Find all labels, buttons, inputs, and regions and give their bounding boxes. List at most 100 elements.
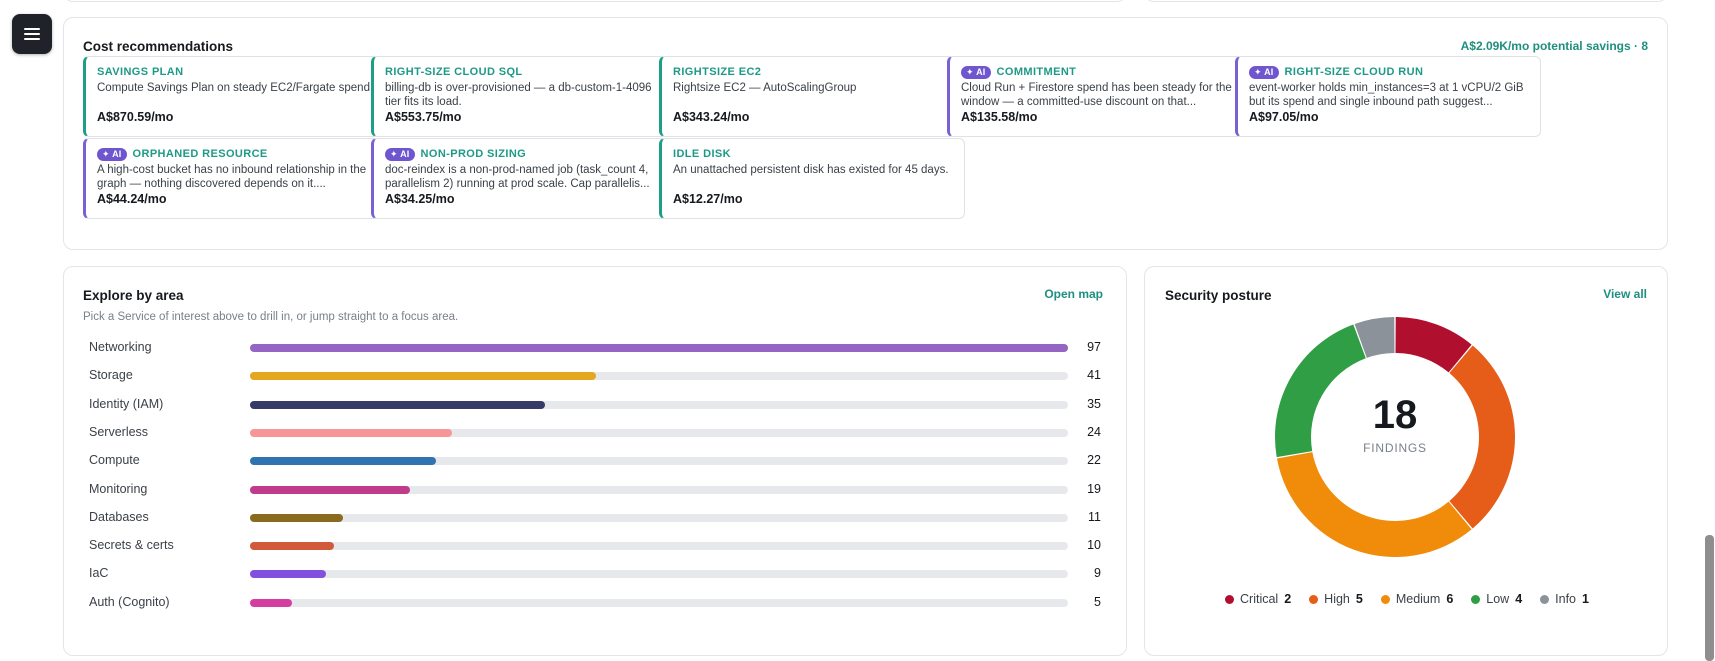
area-bar-track [250,485,1068,494]
recommendation-header: ✦ AI COMMITMENT [961,65,1242,79]
area-bar [250,542,335,551]
legend-dot [1225,594,1235,604]
recommendation-description: billing-db is over-provisioned — a db-cu… [385,82,652,108]
recommendation-type: IDLE DISK [673,148,731,160]
area-row[interactable]: Monitoring 19 [83,480,1103,500]
recommendation-card[interactable]: SAVINGS PLAN Compute Savings Plan on stea… [83,56,389,137]
recommendation-type: RIGHT-SIZE CLOUD SQL [385,66,523,78]
area-row[interactable]: Networking 97 [83,338,1103,358]
recommendation-card[interactable]: RIGHT-SIZE CLOUD SQL billing-db is over-p… [371,56,677,137]
findings-donut-chart [1275,317,1515,557]
legend-item-info[interactable]: Info 1 [1540,592,1589,606]
legend-dot [1471,594,1481,604]
area-label: IaC [89,566,109,581]
recommendation-savings: A$44.24/mo [97,192,167,206]
recommendation-card[interactable]: ✦ AI NON-PROD SIZING doc-reindex is a non-… [371,138,677,219]
recommendation-card[interactable]: ✦ AI RIGHT-SIZE CLOUD RUN event-worker hol… [1235,56,1541,137]
legend-item-critical[interactable]: Critical 2 [1225,592,1291,606]
recommendation-description: event-worker holds min_instances=3 at 1 … [1249,82,1524,108]
area-bar-track [250,542,1068,551]
area-bar-track [250,344,1068,352]
recommendation-savings: A$553.75/mo [385,110,462,124]
area-row[interactable]: Secrets & certs 10 [83,536,1103,556]
recommendation-header: ✦ AI NON-PROD SIZING [385,147,666,161]
area-bar [250,485,411,494]
legend-count: 6 [1446,592,1454,606]
recommendation-type: COMMITMENT [996,66,1077,78]
recommendation-header: RIGHTSIZE EC2 [673,65,954,79]
recommendation-description: An unattached persistent disk has existe… [673,164,949,176]
recommendation-type: NON-PROD SIZING [420,148,527,160]
legend-dot [1380,594,1390,604]
donut-segment-low[interactable] [1275,324,1366,458]
open-map-link[interactable]: Open map [1044,287,1103,301]
legend-label: High [1324,592,1350,606]
donut-segment-medium[interactable] [1276,452,1472,557]
donut-segment-critical[interactable] [1395,317,1472,373]
area-bar [250,457,436,466]
recommendation-card[interactable]: ✦ AI COMMITMENT Cloud Run + Firestore spen… [947,56,1253,137]
area-row[interactable]: Serverless 24 [83,423,1103,443]
area-count: 5 [1094,594,1101,609]
menu-button[interactable] [12,14,52,54]
recommendation-description: A high-cost bucket has no inbound relati… [97,164,367,190]
donut-segment-info[interactable] [1354,317,1395,358]
recommendation-savings: A$12.27/mo [673,192,743,206]
recommendation-header: ✦ AI RIGHT-SIZE CLOUD RUN [1249,65,1530,79]
cost-recommendations-title: Cost recommendations [83,39,234,54]
ai-badge: ✦ AI [385,147,415,161]
area-bar [250,400,546,409]
area-bar-track [250,428,1068,437]
area-bar [250,344,1068,352]
area-count: 10 [1087,538,1101,553]
area-row[interactable]: Auth (Cognito) 5 [83,593,1103,613]
area-bar-track [250,598,1068,607]
area-count: 35 [1087,396,1101,411]
findings-caption: FINDINGS [1363,441,1427,455]
area-count: 11 [1088,509,1101,524]
explore-title: Explore by area [83,288,184,303]
area-bar [250,372,596,381]
recommendation-description: Compute Savings Plan on steady EC2/Farga… [97,82,370,94]
legend-label: Critical [1240,592,1279,606]
recommendation-card[interactable]: RIGHTSIZE EC2 Rightsize EC2 — AutoScaling… [659,56,965,137]
potential-savings-summary: A$2.09K/mo potential savings · 8 [1460,39,1648,53]
recommendation-savings: A$870.59/mo [97,110,174,124]
area-label: Networking [89,340,152,354]
legend-item-low[interactable]: Low 4 [1471,592,1522,606]
recommendation-card[interactable]: ✦ AI ORPHANED RESOURCE A high-cost bucket … [83,138,389,219]
page-scrollbar-thumb[interactable] [1705,535,1714,661]
area-bar-track [250,457,1068,466]
legend-dot [1540,594,1550,604]
donut-segment-high[interactable] [1449,345,1515,529]
area-row[interactable]: IaC 9 [83,564,1103,584]
legend-count: 4 [1515,592,1523,606]
area-count: 19 [1087,481,1101,496]
area-bar-track [250,400,1068,409]
area-bar [250,570,326,579]
area-row[interactable]: Databases 11 [83,508,1103,528]
recommendation-type: SAVINGS PLAN [97,66,184,78]
area-count: 9 [1094,566,1101,581]
previous-card-bottom [63,0,1127,2]
area-row[interactable]: Compute 22 [83,451,1103,471]
area-count: 97 [1087,340,1101,354]
recommendation-description: doc-reindex is a non-prod-named job (tas… [385,164,650,190]
area-bar [250,513,343,522]
area-row[interactable]: Identity (IAM) 35 [83,395,1103,415]
recommendation-savings: A$135.58/mo [961,110,1038,124]
view-all-link[interactable]: View all [1603,287,1647,301]
area-row[interactable]: Storage 41 [83,366,1103,386]
legend-dot [1309,594,1319,604]
legend-item-medium[interactable]: Medium 6 [1380,592,1454,606]
recommendation-header: RIGHT-SIZE CLOUD SQL [385,65,666,79]
recommendation-savings: A$34.25/mo [385,192,455,206]
recommendation-description: Rightsize EC2 — AutoScalingGroup [673,82,857,94]
recommendation-card[interactable]: IDLE DISK An unattached persistent disk h… [659,138,965,219]
recommendation-type: RIGHTSIZE EC2 [673,66,762,78]
legend-label: Low [1486,592,1510,606]
explore-subtitle: Pick a Service of interest above to dril… [83,311,459,323]
area-label: Auth (Cognito) [89,594,170,609]
ai-badge: ✦ AI [1249,65,1279,79]
legend-item-high[interactable]: High 5 [1309,592,1363,606]
